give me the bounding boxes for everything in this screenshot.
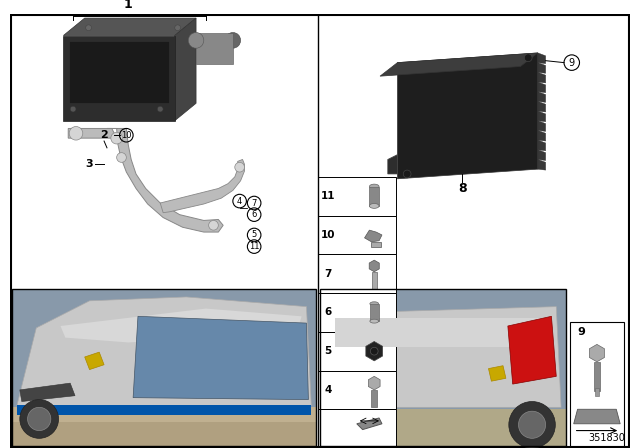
Polygon shape <box>488 366 506 381</box>
Polygon shape <box>538 159 546 170</box>
Bar <box>318 254 396 293</box>
Polygon shape <box>538 140 546 151</box>
Polygon shape <box>17 297 311 405</box>
Bar <box>372 272 377 289</box>
Polygon shape <box>63 18 196 35</box>
Circle shape <box>509 401 556 448</box>
Polygon shape <box>69 41 169 103</box>
Polygon shape <box>133 316 308 400</box>
Bar <box>318 293 396 332</box>
Bar <box>320 289 566 446</box>
Bar <box>12 289 316 446</box>
Bar <box>12 407 316 446</box>
Circle shape <box>116 153 126 162</box>
Circle shape <box>524 54 532 62</box>
Polygon shape <box>508 316 556 384</box>
Ellipse shape <box>225 33 241 48</box>
Text: 5: 5 <box>324 346 332 356</box>
Text: 11: 11 <box>321 191 335 201</box>
Polygon shape <box>397 53 538 179</box>
Polygon shape <box>84 352 104 370</box>
Ellipse shape <box>370 302 379 306</box>
Ellipse shape <box>370 319 379 323</box>
Bar <box>12 289 316 446</box>
Bar <box>12 422 316 446</box>
Polygon shape <box>380 53 538 76</box>
Text: 5: 5 <box>252 230 257 240</box>
Circle shape <box>403 170 411 178</box>
Polygon shape <box>538 53 546 64</box>
Polygon shape <box>61 309 301 342</box>
Polygon shape <box>538 82 546 93</box>
Bar <box>371 390 377 407</box>
Polygon shape <box>538 92 546 102</box>
Circle shape <box>20 400 58 438</box>
Text: 7: 7 <box>252 198 257 207</box>
Circle shape <box>70 106 76 112</box>
Bar <box>318 215 396 254</box>
Bar <box>318 332 396 370</box>
Text: 7: 7 <box>324 269 332 279</box>
Polygon shape <box>63 35 175 121</box>
Text: 9: 9 <box>569 58 575 68</box>
Bar <box>370 304 379 321</box>
Bar <box>335 318 552 347</box>
Ellipse shape <box>369 184 379 189</box>
Bar <box>318 409 396 446</box>
Circle shape <box>111 132 122 144</box>
Text: 1: 1 <box>124 0 132 11</box>
Polygon shape <box>538 130 546 141</box>
Bar <box>320 289 566 446</box>
Bar <box>594 362 600 391</box>
Circle shape <box>28 407 51 431</box>
Text: 351830: 351830 <box>588 433 625 443</box>
Circle shape <box>518 411 546 438</box>
Circle shape <box>209 220 218 230</box>
Bar <box>570 322 624 446</box>
Bar <box>318 177 396 215</box>
Polygon shape <box>107 129 223 232</box>
Polygon shape <box>388 155 397 174</box>
Circle shape <box>86 25 92 30</box>
Polygon shape <box>538 63 546 73</box>
Polygon shape <box>356 418 382 430</box>
Text: 3: 3 <box>86 159 93 169</box>
Text: 8: 8 <box>458 182 467 195</box>
Text: 6: 6 <box>324 307 332 318</box>
Circle shape <box>235 162 244 172</box>
Text: 10: 10 <box>321 230 335 240</box>
Polygon shape <box>160 159 244 213</box>
Bar <box>595 388 599 396</box>
Circle shape <box>157 106 163 112</box>
Bar <box>369 186 379 206</box>
Polygon shape <box>20 383 75 401</box>
Polygon shape <box>538 111 546 122</box>
Polygon shape <box>17 405 311 415</box>
Polygon shape <box>538 72 546 83</box>
Polygon shape <box>68 129 116 138</box>
Polygon shape <box>175 18 196 121</box>
Text: 9: 9 <box>577 327 586 337</box>
Ellipse shape <box>369 203 379 208</box>
Circle shape <box>69 126 83 140</box>
Bar <box>320 409 566 446</box>
Text: 4: 4 <box>324 385 332 395</box>
Circle shape <box>175 25 180 30</box>
Polygon shape <box>538 121 546 131</box>
Bar <box>318 370 396 409</box>
Text: 4: 4 <box>237 197 243 206</box>
Text: 6: 6 <box>252 210 257 219</box>
Polygon shape <box>538 150 546 160</box>
Text: 10: 10 <box>121 131 132 140</box>
Circle shape <box>371 347 378 355</box>
Polygon shape <box>196 33 233 64</box>
Bar <box>371 242 381 246</box>
Text: 11: 11 <box>249 242 259 251</box>
Polygon shape <box>365 230 382 242</box>
Polygon shape <box>573 409 620 424</box>
Ellipse shape <box>188 33 204 48</box>
Text: 2: 2 <box>100 130 108 140</box>
Polygon shape <box>328 306 561 407</box>
Polygon shape <box>538 101 546 112</box>
